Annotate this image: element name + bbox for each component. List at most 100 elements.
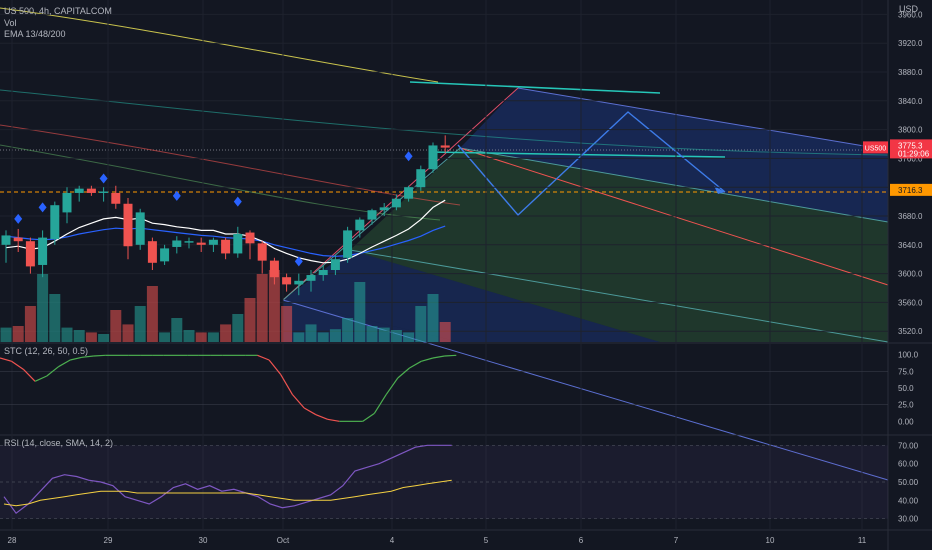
candle-body (355, 219, 365, 231)
rsi-tick-label: 50.00 (898, 478, 919, 487)
stc-line-segment (327, 418, 340, 422)
trend-line (0, 144, 441, 221)
stc-line-segment (362, 412, 375, 422)
volume-bar (366, 326, 378, 342)
channel-upper-line (517, 87, 889, 151)
signal-diamond (404, 151, 413, 162)
trend-line (0, 89, 889, 156)
candle-body (135, 212, 145, 245)
stc-line-segment (58, 359, 71, 368)
signal-diamond (172, 190, 181, 201)
candle-body (257, 243, 267, 261)
stc-legend: STC (12, 26, 50, 0.5) (4, 346, 89, 356)
signal-diamond (233, 196, 242, 207)
volume-bar (403, 332, 415, 342)
volume-bar (232, 314, 244, 342)
channel-mid-upper-line (459, 147, 889, 223)
rsi-legend: RSI (14, close, SMA, 14, 2) (4, 438, 114, 448)
candle-body (99, 191, 109, 193)
price-tick-label: 3840.0 (898, 97, 923, 106)
stc-tick-label: 25.0 (898, 401, 914, 410)
signal-diamond (14, 213, 23, 224)
volume-bar (61, 327, 73, 342)
time-tick-label: Oct (277, 536, 290, 545)
volume-bar (49, 294, 61, 342)
price-tick-label: 3680.0 (898, 212, 923, 221)
stc-line-segment (373, 394, 387, 414)
current-price-symbol: US500 (865, 145, 887, 152)
volume-bar (342, 318, 354, 342)
volume-bar (256, 274, 268, 342)
time-tick-label: 4 (390, 536, 395, 545)
signal-diamond (294, 256, 303, 267)
stc-line-segment (280, 374, 294, 395)
volume-bar (244, 298, 256, 342)
volume-bar (85, 332, 97, 342)
rsi-tick-label: 30.00 (898, 515, 919, 524)
candle-body (269, 260, 279, 278)
volume-bar (122, 324, 134, 342)
volume-bar (98, 334, 110, 342)
rsi-tick-label: 60.00 (898, 460, 919, 469)
volume-bar (146, 286, 158, 342)
candle-body (440, 145, 450, 148)
stc-tick-label: 75.0 (898, 367, 914, 376)
volume-bar (207, 332, 219, 342)
stc-line-segment (268, 359, 282, 376)
candle-body (306, 275, 316, 281)
stc-line-segment (81, 355, 94, 358)
price-tick-label: 3760.0 (898, 154, 923, 163)
stc-line-segment (432, 355, 445, 359)
volume-bar (183, 330, 195, 342)
candle-body (86, 188, 96, 193)
candle-body (196, 242, 206, 245)
candle-body (160, 248, 170, 262)
volume-bar (134, 306, 146, 342)
candle-body (13, 237, 23, 242)
rsi-tick-label: 70.00 (898, 441, 919, 450)
candle-body (379, 207, 389, 211)
current-price-value: 3775.3 (898, 141, 923, 150)
candle-body (111, 192, 121, 204)
stc-line-segment (46, 366, 59, 377)
candle-body (38, 237, 48, 265)
stc-line-segment (385, 377, 399, 396)
candle-body (428, 145, 438, 170)
volume-bar (354, 282, 366, 342)
price-tick-label: 3640.0 (898, 241, 923, 250)
candle-body (282, 277, 292, 285)
signal-markers (14, 151, 413, 267)
candle-body (233, 234, 243, 254)
projection-arrow (714, 186, 725, 194)
channel-mid-lower-line (349, 249, 889, 343)
volume-bar (0, 327, 12, 342)
candle-body (1, 235, 11, 245)
stc-line-segment (0, 357, 12, 362)
price-tick-label: 3960.0 (898, 10, 923, 19)
candle-body (62, 192, 72, 213)
level-badge (890, 183, 932, 196)
volume-bar (220, 324, 232, 342)
candlesticks (1, 135, 450, 296)
level-value: 3716.3 (898, 186, 923, 195)
rsi-tick-label: 40.00 (898, 496, 919, 505)
candle-body (391, 198, 401, 208)
price-tick-label: 3880.0 (898, 68, 923, 77)
candle-body (343, 230, 353, 258)
volume-bar (439, 322, 451, 342)
time-axis: 28 29 30 Oct 4 5 6 7 10 11 (8, 536, 867, 545)
stc-line-segment (397, 367, 410, 379)
stc-line-segment (303, 407, 317, 416)
volume-bar (268, 270, 280, 342)
rsi-line (3, 444, 452, 515)
candle-body (50, 205, 60, 240)
stc-line-segment (11, 360, 24, 370)
time-tick-label: 7 (674, 536, 679, 545)
price-tick-label: 3560.0 (898, 298, 923, 307)
volume-bar (37, 274, 49, 342)
candle-body (123, 203, 133, 247)
channel-upper-fill (460, 88, 888, 222)
rsi-sma-line (3, 479, 452, 507)
signal-diamond (38, 202, 47, 213)
